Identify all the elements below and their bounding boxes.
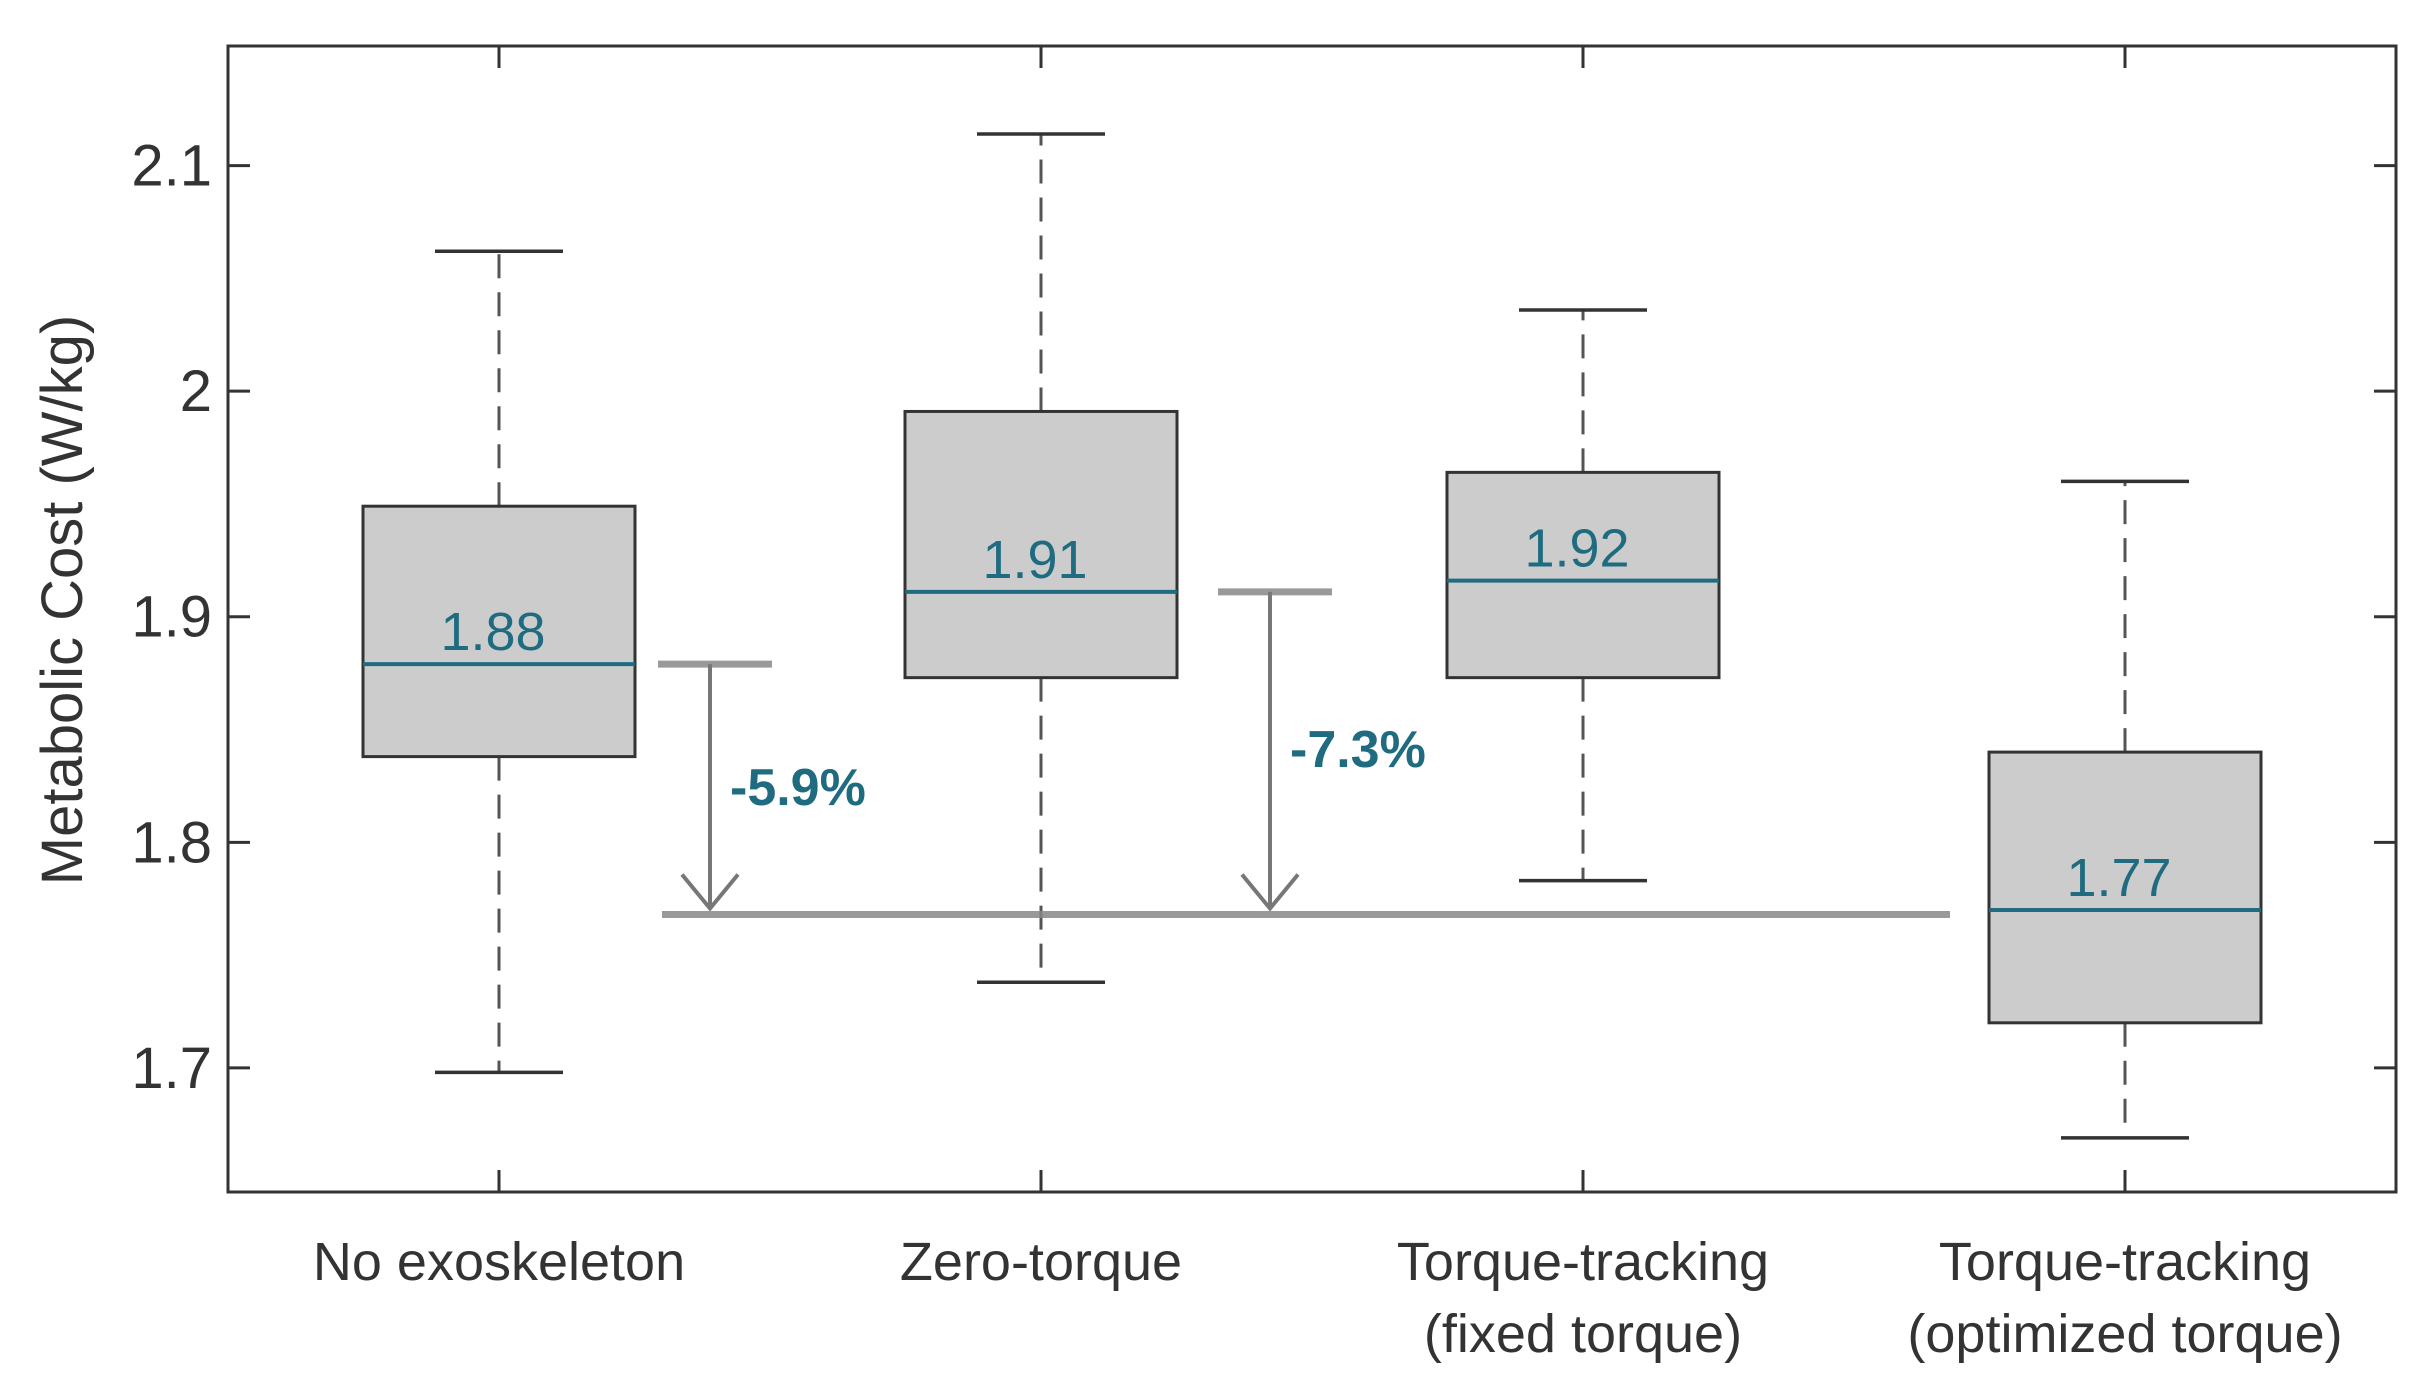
y-axis: 1.71.81.922.1 [131,134,2396,1101]
median-value-label: 1.92 [1524,519,1629,579]
arrow-head [1240,873,1300,912]
boxes: 1.88 1.91 1.92 1.77 [361,132,2263,1140]
annotations: -5.9% -7.3% [658,588,1950,919]
category-label: (optimized torque) [1907,1304,2342,1364]
category-label: Torque-tracking [1939,1232,2311,1292]
y-tick-label: 2 [180,359,212,424]
box-group: 1.88 [361,249,637,1075]
category-label: Torque-tracking [1397,1232,1769,1292]
y-tick-label: 1.8 [131,810,212,875]
reduction-arrow: -7.3% [1218,588,1426,912]
median-value-label: 1.88 [440,602,545,662]
category-label: Zero-torque [900,1232,1182,1292]
box-group: 1.77 [1987,479,2263,1140]
percent-change-label: -5.9% [730,759,866,817]
y-tick-label: 1.7 [131,1036,212,1101]
x-axis: No exoskeleton Zero-torque Torque-tracking… [313,46,2343,1364]
box [1987,750,2263,1025]
box [1445,470,1721,680]
box [903,409,1179,680]
box-group: 1.91 [903,132,1179,984]
y-tick-label: 2.1 [131,134,212,199]
box [361,504,637,759]
percent-change-label: -7.3% [1290,721,1426,779]
reduction-arrow: -5.9% [658,660,866,912]
category-label: No exoskeleton [313,1232,685,1292]
y-tick-label: 1.9 [131,585,212,650]
median-value-label: 1.77 [2066,848,2171,908]
arrow-head [680,873,740,912]
y-axis-label: Metabolic Cost (W/kg) [30,315,95,885]
median-value-label: 1.91 [982,530,1087,590]
category-label: (fixed torque) [1424,1304,1742,1364]
box-group: 1.92 [1445,308,1721,883]
